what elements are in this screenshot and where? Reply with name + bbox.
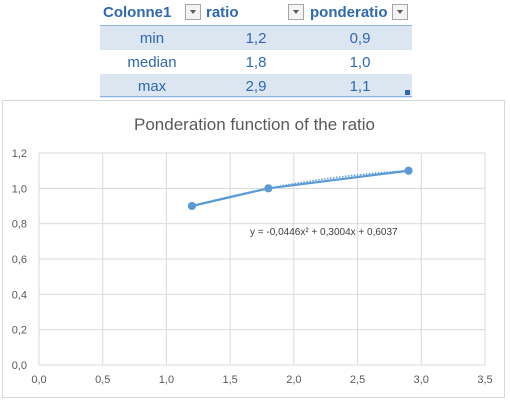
- y-tick-label: 0,8: [12, 219, 27, 231]
- table-cell[interactable]: 1,0: [349, 53, 371, 71]
- x-tick-label: 3,0: [414, 374, 429, 386]
- y-tick-label: 1,0: [12, 183, 27, 195]
- filter-dropdown-icon[interactable]: [185, 4, 201, 20]
- table-cell[interactable]: 2,9: [245, 77, 267, 95]
- excel-table: Colonne1 ratio ponderatio min 1,2 0,9 me…: [100, 0, 412, 98]
- x-tick-label: 0,5: [95, 374, 110, 386]
- y-tick-label: 1,2: [12, 148, 27, 160]
- data-point: [187, 201, 197, 211]
- table-header-row: Colonne1 ratio ponderatio: [100, 0, 412, 26]
- table-row[interactable]: max 2,9 1,1: [100, 74, 412, 98]
- y-tick-label: 0,6: [12, 254, 27, 266]
- table-bottom-border: [100, 96, 412, 97]
- x-tick-label: 1,0: [159, 374, 174, 386]
- header-label: ponderatio: [310, 4, 388, 21]
- chart-title[interactable]: Ponderation function of the ratio: [134, 115, 375, 134]
- filter-dropdown-icon[interactable]: [288, 4, 304, 20]
- table-cell[interactable]: 0,9: [349, 29, 371, 47]
- header-cell-ponderatio[interactable]: ponderatio: [308, 0, 412, 25]
- y-tick-label: 0,2: [12, 325, 27, 337]
- header-cell-colonne1[interactable]: Colonne1: [100, 0, 204, 25]
- table-row[interactable]: min 1,2 0,9: [100, 26, 412, 50]
- table-row[interactable]: median 1,8 1,0: [100, 50, 412, 74]
- y-tick-label: 0,0: [12, 360, 27, 372]
- chart-area[interactable]: Ponderation function of the ratio 0,0 0,5…: [2, 100, 505, 398]
- x-tick-label: 2,0: [286, 374, 301, 386]
- table-cell[interactable]: min: [139, 29, 165, 47]
- y-tick-label: 0,4: [12, 289, 27, 301]
- header-label: ratio: [206, 4, 239, 21]
- trendline: [191, 169, 409, 207]
- x-tick-label: 0,0: [31, 374, 46, 386]
- table-cell[interactable]: median: [127, 53, 177, 71]
- header-label: Colonne1: [103, 4, 172, 21]
- trendline-equation-label: y = -0,0446x² + 0,3004x + 0,6037: [250, 227, 398, 238]
- data-point: [404, 166, 413, 175]
- table-resize-handle-icon[interactable]: [405, 90, 410, 95]
- table-cell[interactable]: 1,2: [245, 29, 267, 47]
- filter-dropdown-icon[interactable]: [392, 4, 408, 20]
- x-tick-label: 3,5: [477, 374, 492, 386]
- table-cell[interactable]: 1,8: [245, 53, 267, 71]
- data-point: [264, 184, 273, 193]
- table-cell[interactable]: max: [137, 77, 167, 95]
- chart-plot[interactable]: 0,0 0,5 1,0 1,5 2,0 2,5 3,0 3,5 0,0 0,2 0,4 0,6 0,8 1…: [3, 101, 506, 399]
- x-tick-label: 1,5: [222, 374, 237, 386]
- table-cell[interactable]: 1,1: [349, 77, 371, 95]
- header-cell-ratio[interactable]: ratio: [204, 0, 308, 25]
- x-tick-label: 2,5: [350, 374, 365, 386]
